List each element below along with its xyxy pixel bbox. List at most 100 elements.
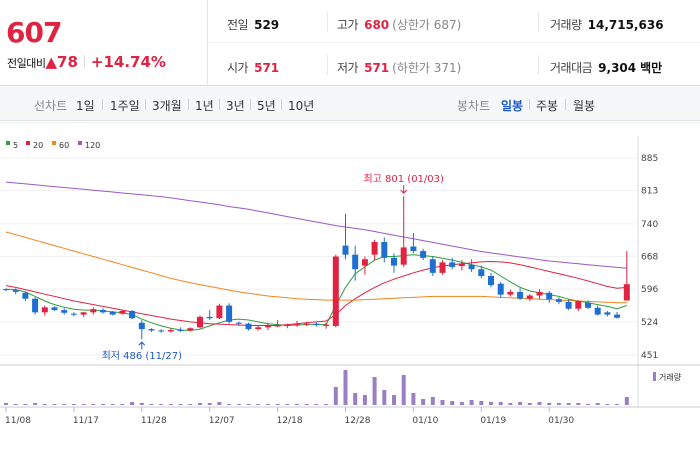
period-3m[interactable]: 3개월 bbox=[152, 99, 182, 113]
legend-label-20: 20 bbox=[33, 141, 43, 150]
y-tick-label: 885 bbox=[641, 154, 658, 164]
candle-body bbox=[517, 291, 524, 299]
legend-label-120: 120 bbox=[85, 141, 100, 150]
candle-body bbox=[555, 299, 562, 302]
candle-body bbox=[255, 327, 262, 330]
period-5y[interactable]: 5년 bbox=[257, 99, 276, 113]
stat-label: 저가 bbox=[337, 61, 359, 75]
stat-label: 시가 bbox=[227, 61, 249, 75]
candle-body bbox=[361, 259, 368, 266]
y-axis-ticks: 885 813 740 668 596 524 451 bbox=[0, 154, 658, 361]
legend-label-60: 60 bbox=[59, 141, 69, 150]
volume-bar bbox=[450, 401, 455, 405]
candle-body bbox=[158, 330, 165, 332]
volume-bar bbox=[13, 404, 18, 405]
candle-body bbox=[585, 302, 591, 308]
candle-body bbox=[51, 307, 58, 311]
candle-body bbox=[206, 316, 213, 319]
candles bbox=[3, 196, 630, 340]
x-tick-label: 12/28 bbox=[345, 416, 371, 426]
period-1y[interactable]: 1년 bbox=[195, 99, 214, 113]
candle-body bbox=[391, 257, 397, 266]
volume-bar bbox=[256, 404, 261, 405]
stats-row-1: 전일 529 고가 680 (상한가 687) 거래량 14,715,636 bbox=[209, 0, 700, 43]
candle-body bbox=[100, 310, 106, 313]
candle-body bbox=[323, 324, 330, 326]
current-price: 607 bbox=[6, 16, 62, 49]
candlestick-chart-svg[interactable]: 5 20 60 120 885 813 740 668 596 524 451 11/08 11/1… bbox=[0, 122, 700, 450]
volume-bar bbox=[198, 403, 202, 405]
volume-bar bbox=[343, 370, 348, 405]
x-tick-label: 01/30 bbox=[548, 416, 574, 426]
low-arrow-icon bbox=[138, 341, 146, 350]
legend-swatch-60 bbox=[52, 141, 56, 145]
stat-amount: 거래대금 9,304 백만 bbox=[550, 59, 662, 76]
stat-label: 고가 bbox=[337, 18, 359, 32]
volume-bar bbox=[178, 404, 183, 405]
candle-daily[interactable]: 일봉 bbox=[501, 99, 524, 113]
price-box: 607 전일대비▲78 +14.74% bbox=[0, 0, 208, 86]
candle-body bbox=[420, 251, 427, 258]
candle-monthly[interactable]: 월봉 bbox=[573, 99, 596, 113]
volume-bar bbox=[52, 404, 57, 405]
legend-swatch-20 bbox=[26, 141, 30, 145]
x-tick-label: 12/07 bbox=[209, 416, 235, 426]
divider bbox=[188, 99, 189, 110]
volume-bar bbox=[159, 404, 164, 405]
x-tick-label: 01/19 bbox=[480, 416, 506, 426]
stat-prev-close: 전일 529 bbox=[227, 16, 279, 33]
candle-body bbox=[119, 310, 126, 314]
x-tick-label: 12/18 bbox=[277, 416, 303, 426]
volume-bars bbox=[4, 370, 629, 405]
candle-weekly[interactable]: 주봉 bbox=[536, 99, 559, 113]
price-chart[interactable]: 5 20 60 120 885 813 740 668 596 524 451 11/08 11/1… bbox=[0, 122, 700, 450]
volume-bar bbox=[81, 404, 86, 405]
legend-swatch-120 bbox=[78, 141, 82, 145]
period-1w[interactable]: 1주일 bbox=[110, 99, 140, 113]
candle-body bbox=[245, 323, 252, 330]
candle-body bbox=[623, 284, 630, 301]
stat-label: 거래대금 bbox=[550, 61, 593, 75]
quote-panel: 607 전일대비▲78 +14.74% 전일 529 고가 680 (상한가 687) … bbox=[0, 0, 700, 86]
candle-body bbox=[497, 283, 504, 295]
volume-bar bbox=[469, 400, 474, 405]
candle-body bbox=[264, 325, 271, 328]
volume-bar bbox=[382, 390, 387, 405]
period-3y[interactable]: 3년 bbox=[226, 99, 245, 113]
volume-bar bbox=[265, 404, 270, 405]
period-1d[interactable]: 1일 bbox=[76, 99, 95, 113]
candle-body bbox=[429, 259, 436, 273]
candle-body bbox=[303, 323, 310, 325]
moving-average-lines bbox=[5, 181, 627, 332]
volume-legend-swatch bbox=[653, 372, 656, 381]
divider bbox=[565, 99, 566, 110]
candle-body bbox=[488, 276, 494, 286]
candle-body bbox=[546, 292, 553, 300]
volume-bar bbox=[168, 404, 173, 405]
volume-bar bbox=[188, 404, 193, 405]
volume-bar bbox=[421, 399, 426, 405]
candle-body bbox=[138, 322, 145, 330]
candle-body bbox=[352, 254, 359, 270]
volume-bar bbox=[207, 403, 212, 405]
volume-bar bbox=[624, 397, 629, 405]
divider bbox=[538, 55, 539, 75]
volume-bar bbox=[120, 404, 125, 405]
candle-body bbox=[458, 263, 465, 267]
divider bbox=[83, 55, 85, 68]
volume-bar bbox=[275, 404, 280, 405]
volume-bar bbox=[110, 404, 115, 405]
divider bbox=[538, 12, 539, 32]
stat-label: 거래량 bbox=[550, 18, 582, 32]
volume-bar bbox=[615, 404, 620, 405]
volume-bar bbox=[392, 395, 396, 405]
volume-bar bbox=[489, 402, 493, 405]
change-percent: +14.74% bbox=[90, 53, 166, 71]
stat-sub: (하한가 371) bbox=[392, 61, 462, 75]
period-10y[interactable]: 10년 bbox=[288, 99, 315, 113]
y-tick-label: 524 bbox=[641, 318, 658, 328]
volume-bar bbox=[71, 404, 76, 405]
change-arrow-icon: ▲ bbox=[45, 53, 58, 71]
volume-bar bbox=[479, 401, 484, 405]
stats-grid: 전일 529 고가 680 (상한가 687) 거래량 14,715,636 시가 571… bbox=[209, 0, 700, 86]
